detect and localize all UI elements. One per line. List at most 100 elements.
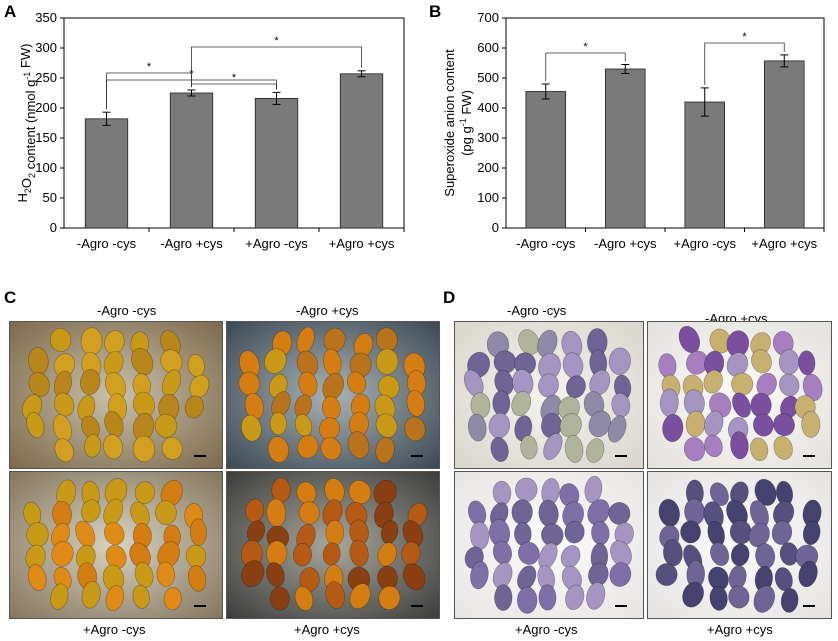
seed (134, 562, 154, 588)
photo-c-top-right-label: -Agro +cys (296, 303, 359, 318)
seed (154, 413, 178, 438)
x-tick-label: -Agro -cys (77, 236, 137, 251)
seed (490, 437, 509, 462)
seed (751, 349, 772, 374)
seed (80, 327, 103, 356)
seed (132, 435, 156, 463)
seed (298, 501, 320, 525)
seed (538, 584, 557, 611)
seed (780, 588, 799, 613)
seed (709, 482, 729, 506)
significance-star: * (274, 35, 279, 47)
seed (584, 475, 603, 504)
seed (81, 580, 101, 609)
seed (748, 522, 770, 548)
seed (543, 432, 563, 460)
seed (156, 561, 175, 587)
seed (105, 585, 125, 611)
y-tick-label: 300 (477, 130, 499, 145)
seed (801, 410, 821, 438)
seed (682, 581, 704, 608)
seed (514, 415, 533, 442)
significance-bracket (191, 46, 362, 87)
seed (269, 412, 287, 436)
seed (187, 565, 207, 592)
seed (752, 413, 774, 437)
photo-c-top-left (9, 321, 223, 469)
seed (467, 413, 487, 442)
seed (798, 350, 816, 376)
seed (663, 539, 683, 567)
x-tick-label: +Agro -cys (245, 236, 308, 251)
panel-label-d: D (443, 288, 456, 307)
seed (26, 412, 45, 439)
seed (80, 499, 101, 523)
photo-d-bottom-left (454, 471, 644, 619)
significance-bracket (191, 83, 277, 90)
bar (339, 73, 384, 229)
seed (704, 434, 723, 458)
y-tick-label: 200 (35, 100, 57, 115)
x-tick-label: +Agro -cys (674, 236, 737, 251)
seed (377, 375, 400, 399)
seed (163, 587, 182, 611)
significance-bracket (545, 52, 626, 81)
seed (155, 500, 177, 526)
seed (750, 437, 769, 462)
seed (298, 371, 318, 398)
seed (518, 329, 540, 355)
seed (470, 560, 489, 590)
seed (325, 519, 344, 546)
seed (662, 414, 684, 443)
photo-c-bottom-left-label: +Agro -cys (83, 622, 146, 637)
seed (264, 348, 287, 374)
y-tick-label: 100 (477, 190, 499, 205)
seed (266, 562, 285, 587)
seed (731, 372, 754, 396)
seed (559, 413, 582, 438)
bar (525, 91, 567, 229)
seed (773, 413, 795, 437)
seed (103, 434, 123, 460)
x-tick-label: +Agro +cys (751, 236, 817, 251)
seed (53, 392, 75, 417)
bar (604, 68, 646, 229)
seed (347, 371, 367, 395)
seed (375, 436, 395, 464)
seed (730, 431, 749, 460)
seed (726, 352, 749, 377)
seed (80, 369, 101, 395)
significance-star: * (147, 61, 152, 73)
seed (349, 539, 369, 567)
seed (753, 585, 776, 613)
seed (131, 347, 154, 376)
photo-d-bottom-left-label: +Agro -cys (515, 622, 578, 637)
y-tick-label: 200 (477, 160, 499, 175)
seed (348, 480, 372, 505)
bar (763, 60, 805, 229)
seed (779, 373, 800, 397)
seed (732, 392, 751, 418)
y-tick-label: 400 (477, 100, 499, 115)
seed (683, 437, 706, 462)
seed (798, 560, 818, 588)
seed (470, 521, 490, 550)
seed (245, 498, 265, 523)
seed (375, 413, 398, 438)
seed (241, 560, 265, 587)
y-tick-label: 100 (35, 160, 57, 175)
y-axis-label-line2: (pg g-1 FW) (458, 90, 474, 156)
seed (710, 542, 730, 566)
seed (778, 349, 800, 375)
seed (728, 585, 750, 609)
seed (709, 585, 728, 611)
seed (538, 373, 559, 398)
y-tick-label: 0 (50, 220, 57, 235)
seed (134, 481, 155, 504)
seed (754, 478, 777, 506)
seed (564, 434, 584, 463)
chart-a: 0 50 100 150 200 250 300 350 -Agro -cys -Agro +cy… (15, 10, 405, 251)
seed (680, 520, 701, 544)
seed (320, 437, 342, 461)
photo-d-top-left-label: -Agro -cys (507, 303, 567, 318)
